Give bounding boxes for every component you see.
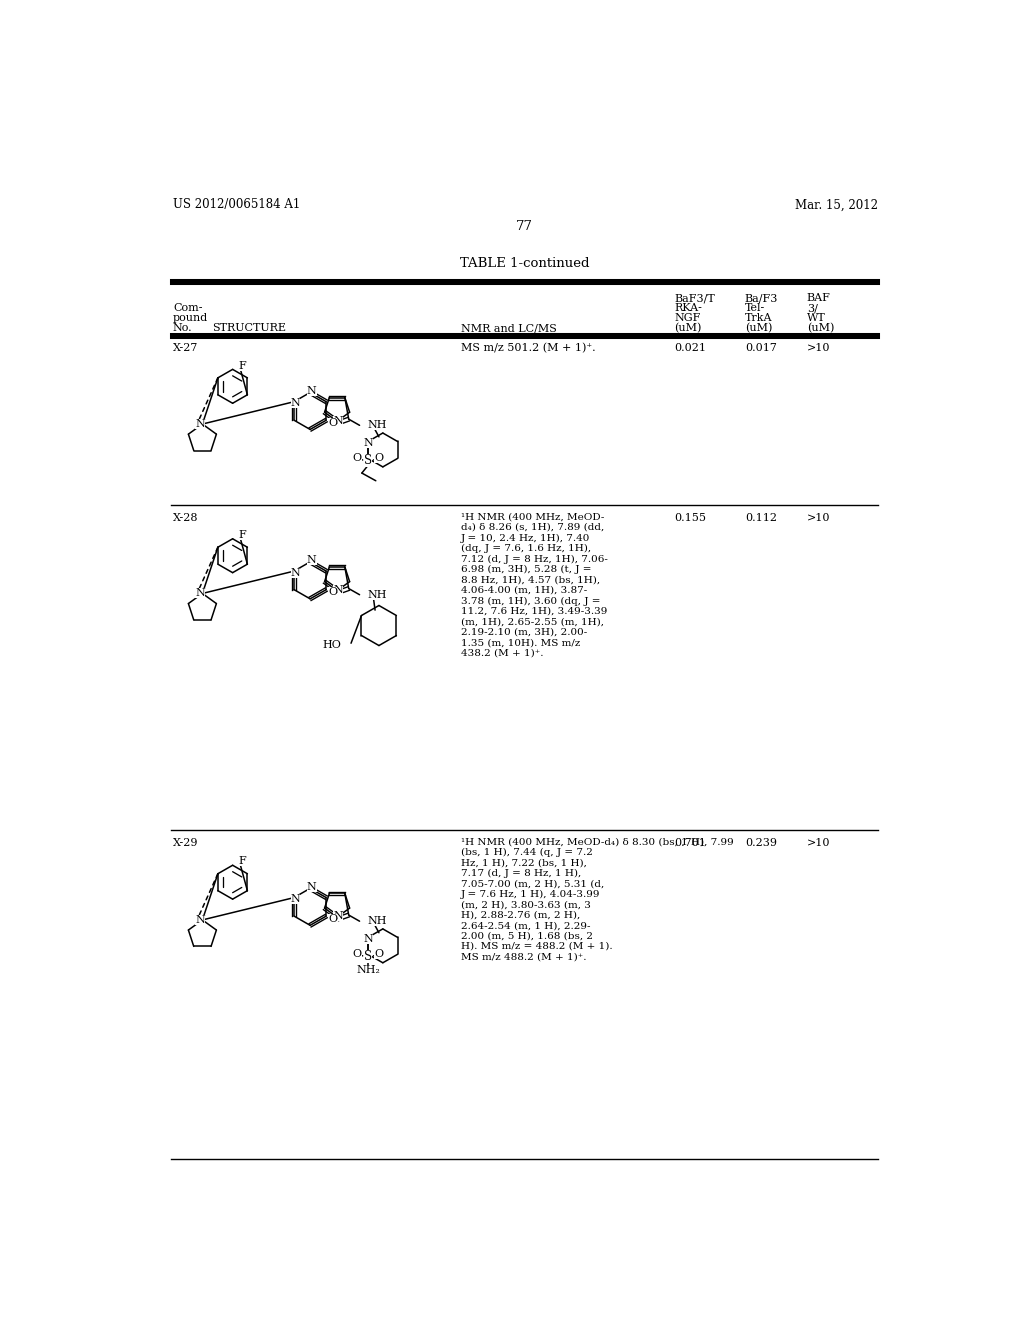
Text: N: N	[333, 416, 343, 425]
Text: 0.239: 0.239	[744, 838, 777, 847]
Text: N: N	[291, 399, 300, 408]
Text: 0.112: 0.112	[744, 512, 777, 523]
Text: NMR and LC/MS: NMR and LC/MS	[461, 323, 557, 333]
Text: Mar. 15, 2012: Mar. 15, 2012	[796, 198, 879, 211]
Text: >10: >10	[807, 838, 830, 847]
Text: N: N	[307, 385, 316, 396]
Text: (uM): (uM)	[744, 323, 772, 334]
Text: N: N	[196, 418, 205, 429]
Text: NH: NH	[368, 420, 387, 430]
Text: F: F	[238, 529, 246, 540]
Text: HO: HO	[323, 640, 342, 649]
Text: O: O	[352, 949, 361, 960]
Text: O: O	[328, 913, 337, 924]
Text: >10: >10	[807, 343, 830, 354]
Text: BaF3/T: BaF3/T	[675, 293, 715, 304]
Text: N: N	[307, 556, 316, 565]
Text: Tel-: Tel-	[744, 304, 765, 313]
Text: O: O	[375, 949, 383, 960]
Text: N: N	[291, 894, 300, 904]
Text: O: O	[375, 454, 383, 463]
Text: O: O	[328, 587, 337, 598]
Text: Ba/F3: Ba/F3	[744, 293, 778, 304]
Text: X-29: X-29	[173, 838, 199, 847]
Text: >10: >10	[807, 512, 830, 523]
Text: N: N	[364, 935, 373, 944]
Text: 0.021: 0.021	[675, 343, 707, 354]
Text: (uM): (uM)	[807, 323, 835, 334]
Text: N: N	[291, 568, 300, 578]
Text: N: N	[196, 915, 205, 925]
Text: O: O	[352, 454, 361, 463]
Text: F: F	[238, 360, 246, 371]
Text: NH: NH	[368, 916, 387, 927]
Text: No.: No.	[173, 323, 193, 333]
Text: (uM): (uM)	[675, 323, 701, 334]
Text: Com-: Com-	[173, 304, 203, 313]
Text: NGF: NGF	[675, 313, 700, 323]
Text: TrkA: TrkA	[744, 313, 772, 323]
Text: MS m/z 501.2 (M + 1)⁺.: MS m/z 501.2 (M + 1)⁺.	[461, 343, 596, 354]
Text: N: N	[333, 911, 343, 921]
Text: F: F	[238, 857, 246, 866]
Text: X-28: X-28	[173, 512, 199, 523]
Text: NH₂: NH₂	[356, 965, 380, 975]
Text: 0.155: 0.155	[675, 512, 707, 523]
Text: 0.701: 0.701	[675, 838, 707, 847]
Text: RKA-: RKA-	[675, 304, 702, 313]
Text: STRUCTURE: STRUCTURE	[212, 323, 286, 333]
Text: US 2012/0065184 A1: US 2012/0065184 A1	[173, 198, 300, 211]
Text: TABLE 1-continued: TABLE 1-continued	[460, 257, 590, 271]
Text: NH: NH	[368, 590, 387, 599]
Text: ¹H NMR (400 MHz, MeOD-d₄) δ 8.30 (bs, 1 H), 7.99
(bs, 1 H), 7.44 (q, J = 7.2
Hz,: ¹H NMR (400 MHz, MeOD-d₄) δ 8.30 (bs, 1 …	[461, 838, 734, 961]
Text: 77: 77	[516, 220, 534, 234]
Text: pound: pound	[173, 313, 208, 323]
Text: N: N	[196, 589, 205, 598]
Text: 3/: 3/	[807, 304, 818, 313]
Text: N: N	[307, 882, 316, 892]
Text: X-27: X-27	[173, 343, 199, 354]
Text: WT: WT	[807, 313, 825, 323]
Text: N: N	[364, 438, 373, 447]
Text: BAF: BAF	[807, 293, 830, 304]
Text: N: N	[333, 585, 343, 595]
Text: S: S	[364, 454, 372, 467]
Text: 0.017: 0.017	[744, 343, 777, 354]
Text: O: O	[328, 418, 337, 428]
Text: ¹H NMR (400 MHz, MeOD-
d₄) δ 8.26 (s, 1H), 7.89 (dd,
J = 10, 2.4 Hz, 1H), 7.40
(: ¹H NMR (400 MHz, MeOD- d₄) δ 8.26 (s, 1H…	[461, 512, 608, 657]
Text: S: S	[364, 950, 372, 964]
